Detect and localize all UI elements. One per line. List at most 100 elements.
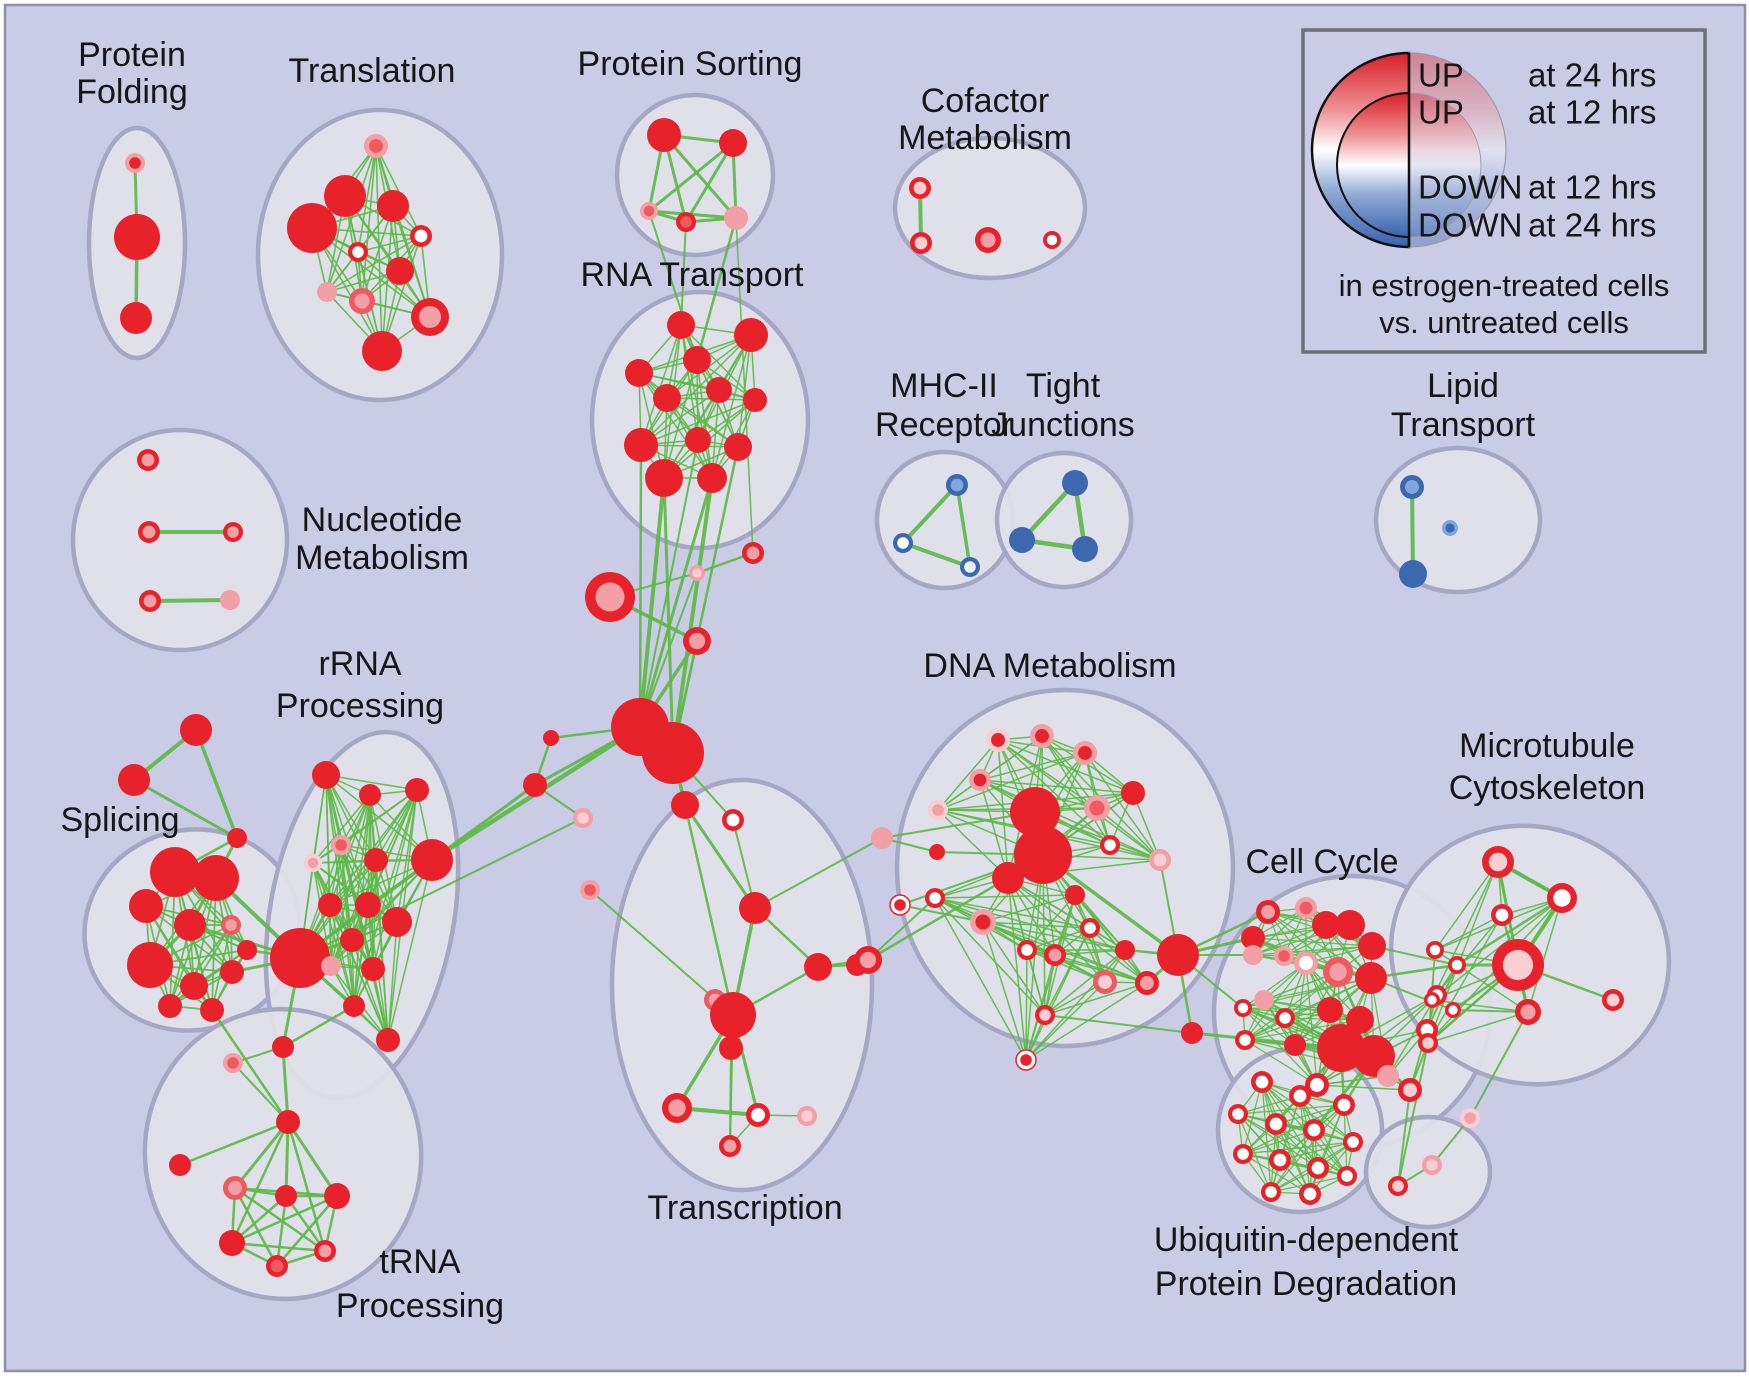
legend-entry-label: DOWN [1418,207,1522,244]
network-edge [387,921,398,1041]
network-node [1335,910,1365,940]
node-inner-circle [225,919,237,931]
cluster-label-nucleotide-metabolism: Nucleotide [302,501,463,539]
node-inner-circle [973,773,987,787]
node-inner-circle [1451,959,1463,971]
cluster-label-trna-processing: tRNA [379,1243,461,1281]
node-inner-circle [369,139,383,153]
network-edge [640,334,752,446]
cluster-label-cofactor-metabolism: Cofactor [921,82,1050,120]
cluster-label-rna-transport: RNA Transport [581,256,805,294]
node-inner-circle [1392,1180,1404,1192]
node-outer-ring [929,844,945,860]
network-edge [1026,894,1076,951]
network-node [324,175,366,217]
node-inner-circle [1448,1005,1458,1015]
network-node [1243,945,1263,965]
cluster-label-trna-processing: Processing [336,1287,504,1325]
node-inner-circle [1278,950,1290,962]
network-edge [340,844,389,1041]
network-edge [979,779,1009,879]
node-outer-ring [317,282,337,302]
network-node [1398,1078,1422,1102]
network-edge [372,968,389,1041]
network-node [158,994,182,1018]
network-node [1251,1071,1273,1093]
node-inner-circle [1347,1136,1359,1148]
network-node [221,915,241,935]
node-outer-ring [150,847,200,897]
node-outer-ring [719,1036,743,1060]
network-node [150,847,200,897]
node-outer-ring [1346,1006,1374,1034]
node-outer-ring [343,995,365,1017]
network-node [871,827,893,849]
node-inner-circle [1273,1153,1287,1167]
network-edge [1252,907,1307,956]
node-inner-circle [1488,852,1508,872]
network-node [118,764,150,796]
network-edge [372,789,418,970]
node-outer-ring [405,778,429,802]
network-node [1157,934,1199,976]
network-node [742,542,764,564]
network-node [180,972,208,1000]
node-inner-circle [914,236,928,250]
cluster-label-microtubule-cytoskeleton: Microtubule [1459,727,1635,765]
node-inner-circle [141,453,155,467]
cluster-label-microtubule-cytoskeleton: Cytoskeleton [1449,769,1646,807]
network-node [1602,989,1624,1011]
node-outer-ring [114,214,160,260]
network-node [645,459,683,497]
network-edge [1084,752,1161,861]
network-node [223,1176,247,1200]
node-outer-ring [180,714,212,746]
network-edge [326,235,422,293]
network-node [1241,926,1265,950]
node-outer-ring [376,1028,400,1052]
network-node [1426,941,1444,959]
node-inner-circle [414,229,428,243]
network-node [237,940,257,960]
node-outer-ring [653,384,681,412]
node-inner-circle [1239,1034,1251,1046]
cluster-label-nucleotide-metabolism: Metabolism [295,539,469,577]
network-node [275,1185,297,1207]
network-edge [1397,1042,1429,1187]
network-edge [1244,1039,1318,1086]
network-node [276,1110,300,1134]
network-node [1442,520,1458,536]
node-outer-ring [118,764,150,796]
node-outer-ring [1115,940,1135,960]
network-edge [233,1186,327,1253]
node-inner-circle [1237,1002,1249,1014]
node-inner-circle [1420,1023,1434,1037]
node-inner-circle [726,813,740,827]
network-node [893,533,913,553]
network-node [1299,1183,1321,1205]
network-edge [1431,897,1563,1001]
node-outer-ring [647,118,681,152]
network-node [1355,962,1387,994]
network-edge [1074,894,1148,984]
cluster-boundary-cofactor-metabolism [892,135,1088,281]
node-inner-circle [1020,1054,1032,1066]
network-edge [937,752,1086,811]
network-edge [1025,854,1044,1061]
network-edge [640,399,756,446]
network-node [324,1183,350,1209]
cluster-label-tight-junctions: Junctions [991,406,1135,444]
network-node [624,428,658,462]
network-node [671,791,699,819]
network-edge [1025,949,1028,1061]
network-node [1115,940,1135,960]
network-edge [982,894,1076,923]
node-inner-circle [227,526,239,538]
network-node [1448,956,1466,974]
network-node [348,242,368,262]
network-node [1017,940,1037,960]
network-node [1491,904,1513,926]
node-inner-circle [1046,234,1058,246]
node-inner-circle [913,181,927,195]
